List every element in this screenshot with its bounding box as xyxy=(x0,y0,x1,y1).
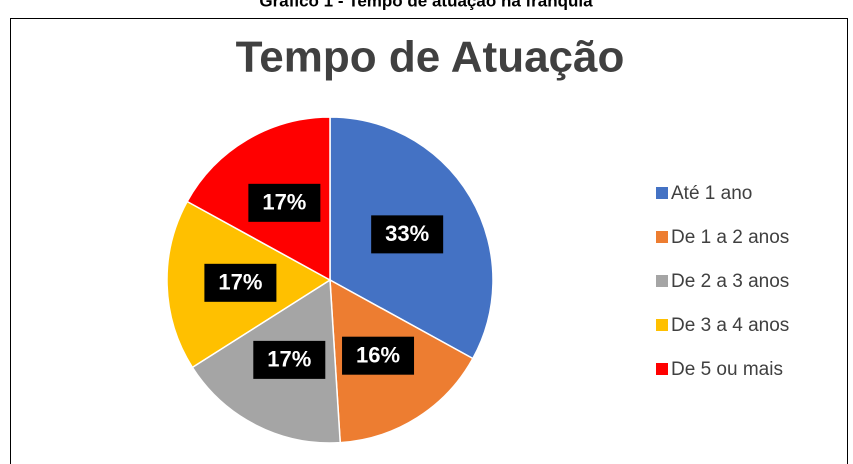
legend-swatch xyxy=(656,363,668,375)
data-label-box xyxy=(248,183,321,222)
legend-label: De 2 a 3 anos xyxy=(671,271,789,292)
data-label-box xyxy=(342,336,415,375)
data-label: 33% xyxy=(385,221,429,246)
legend-label: Até 1 ano xyxy=(671,183,752,204)
chart-title: Tempo de Atuação xyxy=(236,33,625,82)
legend-swatch xyxy=(656,231,668,243)
legend-label: De 5 ou mais xyxy=(671,359,783,380)
legend-label: De 1 a 2 anos xyxy=(671,227,789,248)
legend-swatch xyxy=(656,187,668,199)
legend-label: De 3 a 4 anos xyxy=(671,315,789,336)
data-label: 17% xyxy=(218,270,262,295)
data-label: 17% xyxy=(262,190,306,215)
caption: Gráfico 1 - Tempo de atuação na franquia xyxy=(259,0,593,10)
data-label-box xyxy=(253,340,326,379)
legend-swatch xyxy=(656,319,668,331)
data-label-box xyxy=(371,215,444,254)
legend-swatch xyxy=(656,275,668,287)
data-label: 16% xyxy=(356,343,400,368)
data-label-box xyxy=(204,263,277,302)
data-label: 17% xyxy=(267,347,311,372)
